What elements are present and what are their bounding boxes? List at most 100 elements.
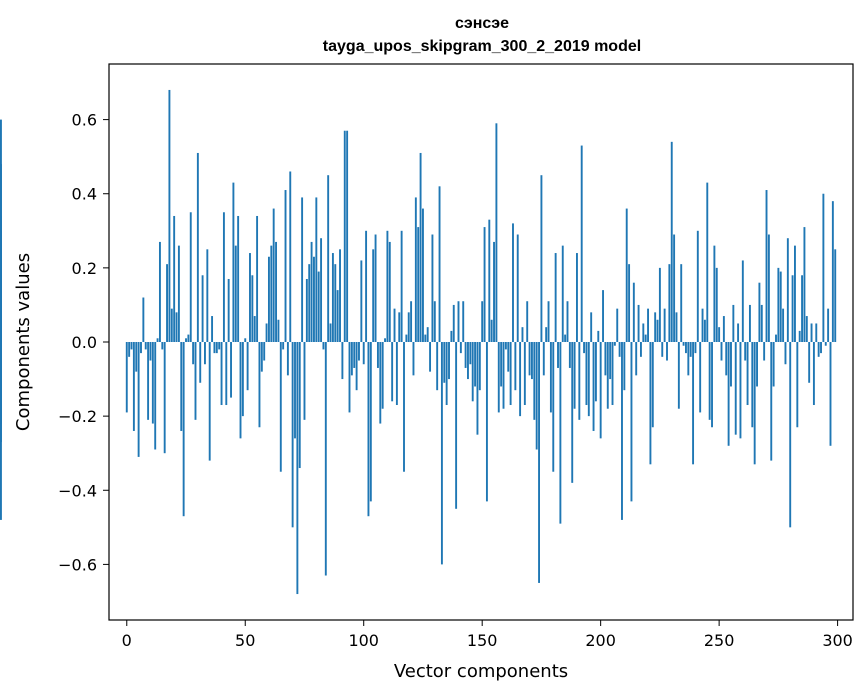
bar-169 xyxy=(526,301,529,342)
bar-279 xyxy=(786,238,789,342)
bar-275 xyxy=(777,267,780,342)
bar-154 xyxy=(490,319,493,342)
bar-138 xyxy=(452,304,455,342)
bar-252 xyxy=(722,316,725,342)
bar-114 xyxy=(395,342,398,406)
bar-39 xyxy=(218,342,221,350)
bar-11 xyxy=(151,342,154,424)
bar-97 xyxy=(355,342,358,391)
bar-192 xyxy=(580,145,583,342)
y-tick-label: 0.0 xyxy=(72,333,97,352)
bar-277 xyxy=(782,308,785,342)
bar-99 xyxy=(360,260,363,342)
bar-113 xyxy=(393,308,396,342)
bar-undefined xyxy=(0,342,2,424)
bar-258 xyxy=(737,323,740,342)
bar-31 xyxy=(199,342,202,383)
bar-50 xyxy=(244,338,247,342)
bar-119 xyxy=(407,312,410,342)
bar-14 xyxy=(158,241,161,342)
bar-94 xyxy=(348,342,351,413)
bar-67 xyxy=(284,190,287,342)
bar-144 xyxy=(467,342,469,380)
bar-46 xyxy=(234,245,237,342)
bar-265 xyxy=(753,342,756,465)
bar-256 xyxy=(732,304,735,342)
bar-series xyxy=(0,89,837,595)
bar-240 xyxy=(694,342,697,354)
bar-177 xyxy=(545,327,548,342)
bar-168 xyxy=(523,342,526,406)
plot-frame xyxy=(108,63,854,621)
bar-214 xyxy=(632,282,635,342)
bar-215 xyxy=(635,342,638,376)
bar-10 xyxy=(149,342,152,361)
bar-24 xyxy=(182,342,185,517)
bar-74 xyxy=(301,197,304,342)
bar-206 xyxy=(613,342,616,346)
bar-82 xyxy=(320,238,323,342)
bar-35 xyxy=(208,342,211,461)
bar-281 xyxy=(791,275,794,342)
bar-28 xyxy=(192,342,195,365)
bar-241 xyxy=(696,230,699,342)
bar-282 xyxy=(794,245,796,342)
bar-266 xyxy=(756,342,758,387)
bar-284 xyxy=(798,330,801,342)
bar-4 xyxy=(135,342,138,372)
bar-130 xyxy=(433,301,436,342)
bar-234 xyxy=(680,264,683,342)
bar-56 xyxy=(258,342,261,428)
bar-149 xyxy=(478,342,481,391)
bar-165 xyxy=(516,234,519,342)
bar-247 xyxy=(711,342,713,428)
bar-93 xyxy=(346,130,349,342)
bar-280 xyxy=(789,342,792,528)
bar-80 xyxy=(315,197,318,342)
bar-104 xyxy=(372,249,375,342)
bar-195 xyxy=(587,342,590,417)
bar-52 xyxy=(249,253,251,342)
bar-53 xyxy=(251,275,254,342)
bar-243 xyxy=(701,308,704,342)
bar-249 xyxy=(715,267,718,342)
y-tick-label: −0.6 xyxy=(58,555,97,574)
bar-293 xyxy=(820,342,822,354)
bar-227 xyxy=(663,308,666,342)
bar-257 xyxy=(734,342,737,435)
bar-237 xyxy=(687,342,690,376)
bar-251 xyxy=(720,342,723,361)
bar-151 xyxy=(483,227,486,342)
bar-108 xyxy=(381,342,384,409)
bar-137 xyxy=(450,330,453,342)
bar-244 xyxy=(703,319,706,342)
bar-170 xyxy=(528,342,531,376)
bar-160 xyxy=(504,342,507,350)
bar-64 xyxy=(277,319,280,342)
bar-218 xyxy=(642,323,645,342)
bar-220 xyxy=(647,308,649,342)
bar-33 xyxy=(204,342,206,365)
bar-63 xyxy=(275,241,277,342)
bar-235 xyxy=(682,342,685,346)
bar-162 xyxy=(509,342,512,406)
bar-136 xyxy=(448,342,450,380)
bar-183 xyxy=(559,342,562,524)
bar-221 xyxy=(649,342,652,465)
bar-179 xyxy=(549,342,552,413)
bar-60 xyxy=(267,256,270,342)
bar-236 xyxy=(685,342,687,354)
chart-title: сэнсэе xyxy=(455,15,509,32)
bar-223 xyxy=(654,312,657,342)
bar-91 xyxy=(341,342,344,380)
x-axis-ticks: 0 50 100 150 200 250 300 xyxy=(122,620,853,650)
bar-117 xyxy=(403,342,405,472)
y-axis-label: Components values xyxy=(13,253,34,431)
y-tick-label: 0.2 xyxy=(72,259,97,278)
bar-131 xyxy=(436,342,439,391)
x-tick-label: 100 xyxy=(348,631,379,650)
bar-178 xyxy=(547,301,550,342)
bar-288 xyxy=(808,342,811,383)
bar-157 xyxy=(497,342,500,413)
